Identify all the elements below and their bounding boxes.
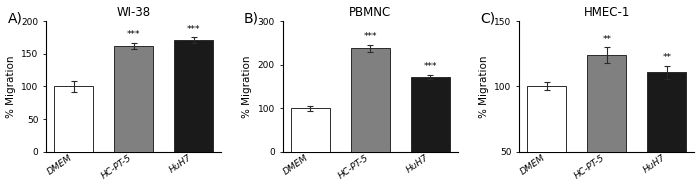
Text: B): B) [244,12,259,26]
Text: ***: *** [363,32,377,41]
Bar [54,86,93,152]
Bar [114,46,153,152]
Bar [587,55,626,186]
Bar [174,40,214,152]
Title: PBMNC: PBMNC [349,6,391,19]
Y-axis label: % Migration: % Migration [479,55,489,118]
Text: **: ** [662,53,671,62]
Text: A): A) [8,12,22,26]
Text: C): C) [481,12,496,26]
Text: ***: *** [187,25,200,34]
Bar [648,72,687,186]
Text: ***: *** [127,30,141,39]
Text: **: ** [602,35,611,44]
Y-axis label: % Migration: % Migration [242,55,252,118]
Bar [290,108,330,152]
Title: WI-38: WI-38 [117,6,150,19]
Bar [351,48,390,152]
Title: HMEC-1: HMEC-1 [584,6,630,19]
Bar [527,86,566,186]
Text: ***: *** [424,62,437,71]
Bar [411,77,450,152]
Y-axis label: % Migration: % Migration [6,55,15,118]
